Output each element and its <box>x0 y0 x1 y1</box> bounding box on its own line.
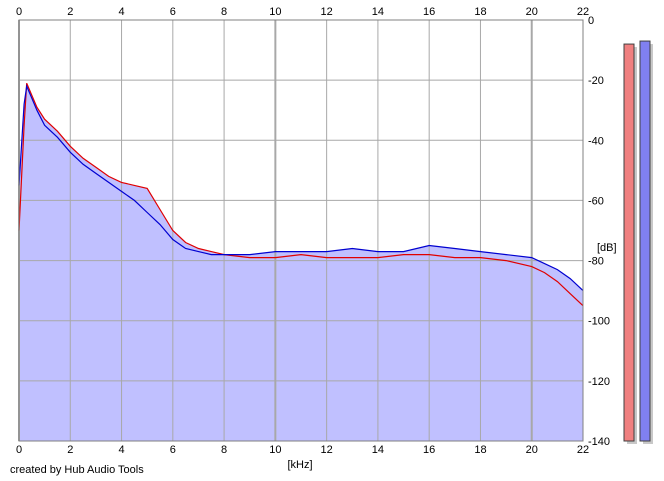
x-tick-label-bottom: 22 <box>577 444 589 456</box>
x-tick-label-bottom: 8 <box>221 444 227 456</box>
y-tick-label: -120 <box>588 376 610 388</box>
x-tick-label-bottom: 18 <box>474 444 486 456</box>
x-tick-label-top: 22 <box>577 6 589 18</box>
x-tick-label-top: 8 <box>221 6 227 18</box>
series-line-2 <box>18 83 584 292</box>
x-tick-label-bottom: 2 <box>67 444 73 456</box>
y-tick-label: -60 <box>588 195 604 207</box>
x-tick-label-bottom: 20 <box>526 444 538 456</box>
y-tick-label: -80 <box>588 256 604 268</box>
x-tick-label-top: 0 <box>16 6 22 18</box>
x-tick-label-bottom: 6 <box>170 444 176 456</box>
y-tick-label: -40 <box>588 135 604 147</box>
x-tick-label-top: 4 <box>118 6 124 18</box>
x-tick-label-top: 14 <box>372 6 384 18</box>
x-tick-label-top: 12 <box>321 6 333 18</box>
x-tick-label-bottom: 0 <box>16 444 22 456</box>
plot-frame <box>18 19 584 442</box>
x-tick-label-bottom: 4 <box>118 444 124 456</box>
x-tick-label-top: 6 <box>170 6 176 18</box>
right-level-meter <box>639 40 651 442</box>
left-level-meter <box>623 43 635 442</box>
y-axis-label: [dB] <box>597 242 617 254</box>
x-tick-label-bottom: 10 <box>269 444 281 456</box>
series-line-1 <box>18 82 584 307</box>
y-tick-label: -100 <box>588 316 610 328</box>
spectrum-fill <box>19 83 583 441</box>
x-tick-label-bottom: 16 <box>423 444 435 456</box>
series-lines <box>18 82 584 307</box>
axes: 002244668810101212141416161818202022220-… <box>16 6 610 456</box>
x-tick-label-top: 16 <box>423 6 435 18</box>
y-tick-label: 0 <box>588 15 594 27</box>
x-tick-label-bottom: 12 <box>321 444 333 456</box>
level-meters <box>623 40 653 445</box>
x-tick-label-top: 20 <box>526 6 538 18</box>
y-tick-label: -140 <box>588 436 610 448</box>
grid <box>18 19 584 442</box>
x-tick-label-top: 18 <box>474 6 486 18</box>
credit-text: created by Hub Audio Tools <box>10 464 144 476</box>
x-tick-label-bottom: 14 <box>372 444 384 456</box>
x-tick-label-top: 2 <box>67 6 73 18</box>
spectrum-area <box>19 83 583 441</box>
x-axis-label: [kHz] <box>287 459 312 471</box>
y-tick-label: -20 <box>588 75 604 87</box>
x-tick-label-top: 10 <box>269 6 281 18</box>
